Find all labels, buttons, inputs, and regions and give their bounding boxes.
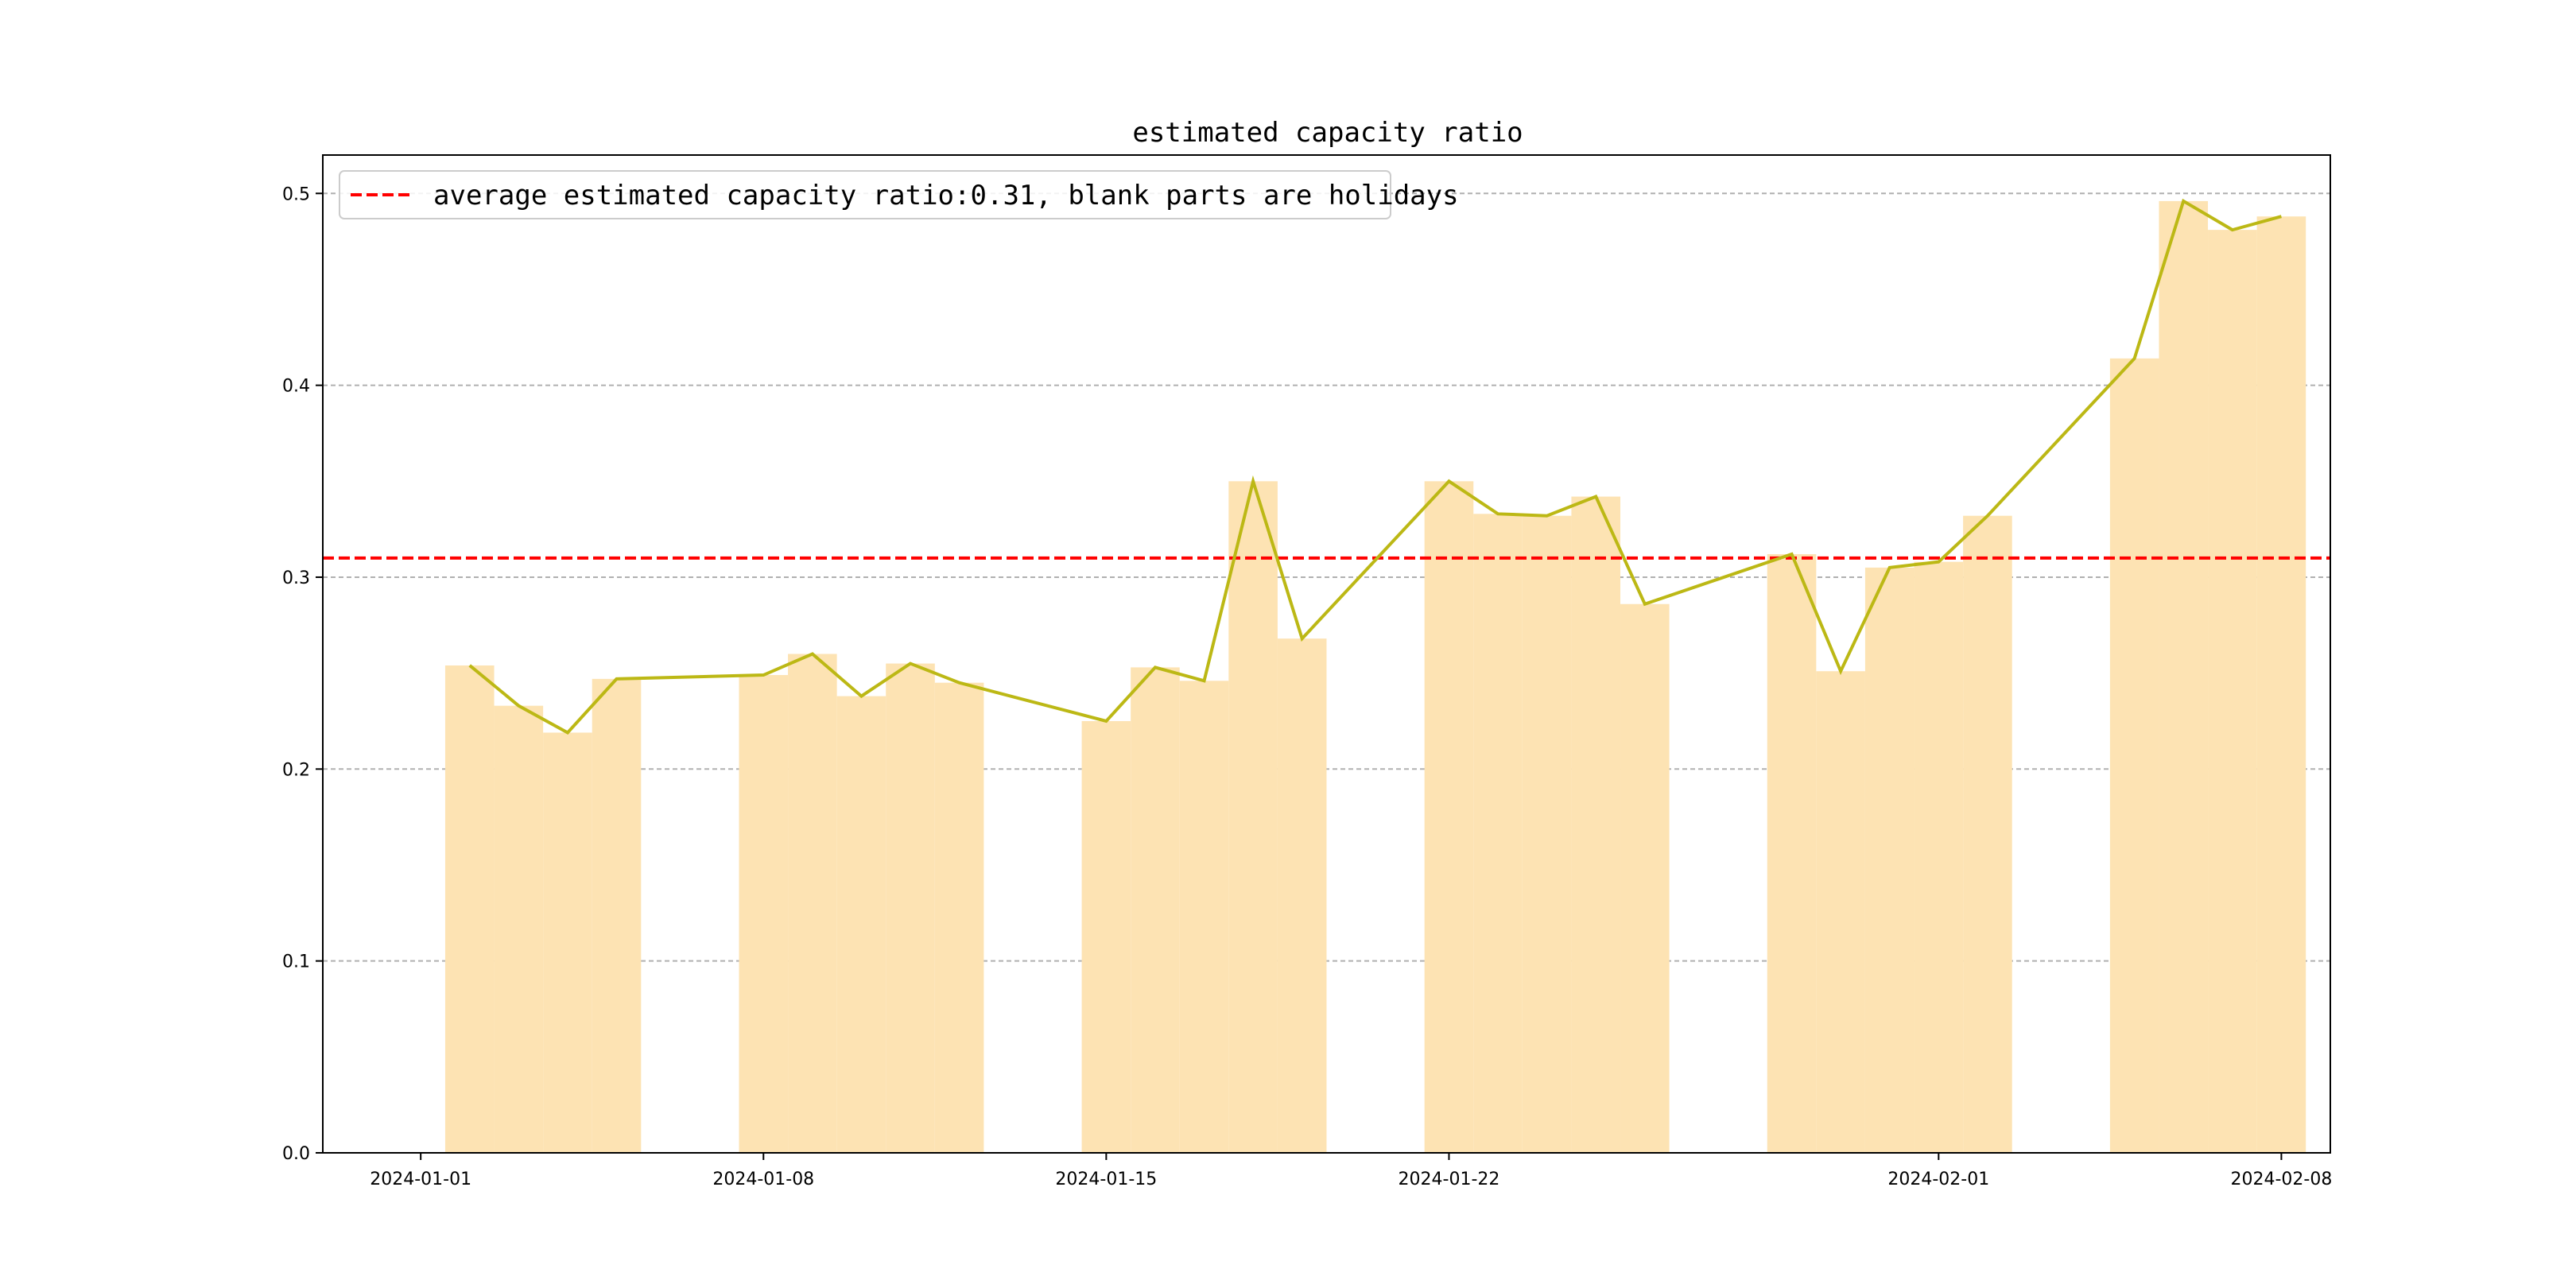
bar <box>1228 481 1278 1153</box>
bar <box>2159 200 2209 1153</box>
bar <box>444 665 495 1153</box>
bar <box>836 696 886 1153</box>
bar <box>1864 567 1915 1153</box>
legend-box <box>339 170 1391 219</box>
bar <box>2109 358 2159 1154</box>
x-tick-label: 2024-01-22 <box>1399 1170 1500 1189</box>
y-tick-label: 0.3 <box>282 568 310 588</box>
y-tick-label: 0.4 <box>282 377 310 397</box>
bar <box>1963 515 2012 1153</box>
y-tick-label: 0.5 <box>282 184 310 204</box>
series-line <box>468 198 2282 735</box>
bar <box>1179 681 1229 1153</box>
legend: average estimated capacity ratio:0.31, b… <box>339 170 1459 219</box>
bar <box>1473 514 1523 1153</box>
x-axis: 2024-01-01 2024-01-08 2024-01-15 2024-01-22… <box>370 1153 2332 1189</box>
bar <box>543 732 592 1153</box>
bar <box>739 675 789 1153</box>
x-tick-label: 2024-02-01 <box>1887 1170 1989 1189</box>
bar <box>494 705 544 1153</box>
bar <box>886 663 935 1153</box>
x-tick-label: 2024-01-08 <box>712 1170 814 1189</box>
y-tick-label: 0.2 <box>282 760 310 780</box>
x-tick-label: 2024-01-15 <box>1055 1170 1157 1189</box>
bar <box>2208 230 2257 1153</box>
legend-label: average estimated capacity ratio:0.31, b… <box>433 180 1459 211</box>
y-tick-label: 0.0 <box>282 1144 310 1164</box>
y-axis: 0.0 0.1 0.2 0.3 0.4 0.5 <box>282 184 323 1164</box>
bar <box>2256 216 2306 1154</box>
plot-area-frame <box>322 154 2331 1154</box>
bar <box>1620 603 1670 1153</box>
bar <box>1816 671 1865 1153</box>
bar <box>1522 515 1572 1153</box>
bar-series <box>444 200 2306 1154</box>
bar <box>1571 496 1621 1153</box>
bar <box>1131 667 1180 1153</box>
y-tick-label: 0.1 <box>282 952 310 972</box>
x-tick-label: 2024-02-08 <box>2230 1170 2332 1189</box>
line-series <box>468 198 2282 735</box>
bar <box>934 682 984 1153</box>
bar <box>1081 720 1131 1153</box>
bar <box>1277 638 1327 1153</box>
bar <box>1767 554 1817 1153</box>
bar <box>1914 561 1964 1153</box>
bar <box>1424 481 1474 1153</box>
bar <box>788 654 837 1153</box>
chart-title: estimated capacity ratio <box>1132 117 1523 149</box>
x-tick-label: 2024-01-01 <box>370 1170 471 1189</box>
bar <box>592 678 642 1153</box>
